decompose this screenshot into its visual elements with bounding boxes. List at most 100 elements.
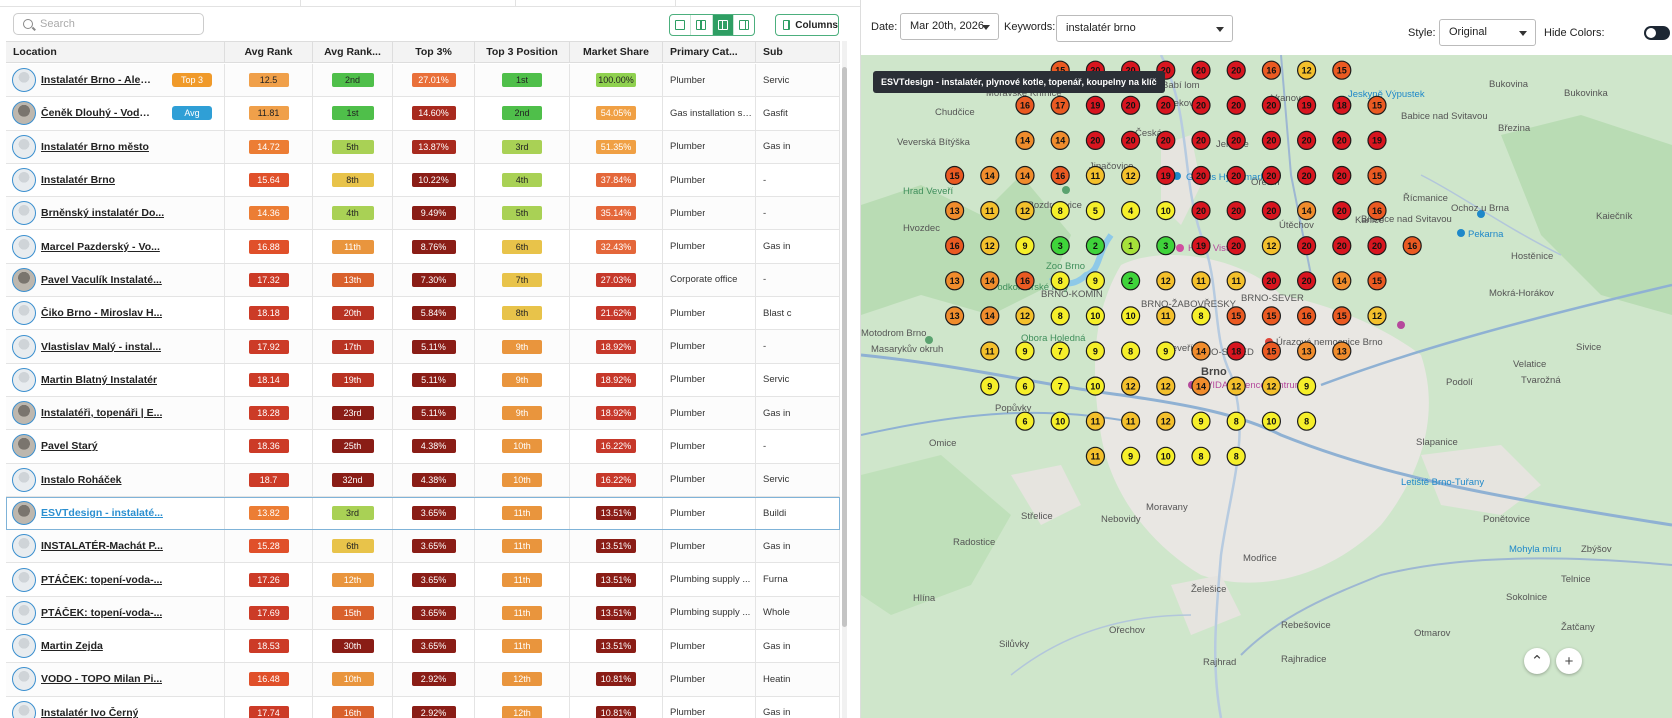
rank-pin[interactable]: 14	[980, 271, 1000, 291]
rank-pin[interactable]: 10	[1156, 201, 1176, 221]
rank-pin[interactable]: 2	[1121, 271, 1141, 291]
rank-pin[interactable]: 8	[1050, 271, 1070, 291]
column-header[interactable]: Avg Rank...	[313, 42, 393, 62]
rank-pin[interactable]: 12	[1121, 376, 1141, 396]
rank-pin[interactable]: 20	[1226, 60, 1246, 80]
rank-pin[interactable]: 20	[1085, 130, 1105, 151]
rank-pin[interactable]: 9	[1121, 446, 1141, 466]
rank-pin[interactable]: 15	[1367, 165, 1387, 186]
view-map-button[interactable]	[734, 15, 754, 35]
map-zoom-in-button[interactable]: +	[1556, 648, 1582, 674]
location-link[interactable]: Pavel Starý	[41, 440, 98, 453]
table-row[interactable]: Martin Zejda 18.53 30th 3.65% 11th 13.51% Plum…	[6, 630, 840, 664]
rank-pin[interactable]: 20	[1226, 201, 1246, 221]
column-header[interactable]: Avg Rank	[225, 42, 313, 62]
rank-pin[interactable]: 20	[1156, 95, 1176, 115]
rank-pin[interactable]: 12	[1297, 60, 1317, 80]
rank-pin[interactable]: 8	[1191, 306, 1211, 326]
location-link[interactable]: Čiko Brno - Miroslav H...	[41, 307, 163, 320]
columns-button[interactable]: Columns	[775, 14, 839, 36]
rank-pin[interactable]: 11	[1226, 271, 1246, 291]
rank-pin[interactable]: 8	[1191, 446, 1211, 466]
rank-pin[interactable]: 9	[980, 376, 1000, 396]
rank-pin[interactable]: 15	[1367, 95, 1387, 115]
rank-pin[interactable]: 18	[1226, 341, 1246, 361]
rank-pin[interactable]: 12	[1015, 306, 1035, 326]
table-row[interactable]: Instalatér Brno 15.64 8th 10.22% 4th 37.84% Pl…	[6, 163, 840, 198]
date-picker[interactable]: Mar 20th, 2026	[900, 13, 999, 40]
table-row[interactable]: Čeněk Dlouhý - Voda T... Avg 11.81 1st 14.60…	[6, 97, 840, 131]
rank-pin[interactable]: 3	[1156, 236, 1176, 256]
column-header[interactable]: Primary Cat...	[663, 42, 756, 62]
rank-pin[interactable]: 10	[1050, 411, 1070, 431]
rank-pin[interactable]: 20	[1226, 130, 1246, 151]
table-row[interactable]: INSTALATÉR-Machát P... 15.28 6th 3.65% 11th 1…	[6, 530, 840, 564]
table-row[interactable]: Instalatéři, topenáři | E... 18.28 23rd 5.1…	[6, 396, 840, 431]
rank-pin[interactable]: 20	[1261, 130, 1281, 151]
rank-pin[interactable]: 19	[1156, 165, 1176, 186]
rank-pin[interactable]: 8	[1297, 411, 1317, 431]
rank-pin[interactable]: 13	[944, 271, 965, 291]
rank-pin[interactable]: 4	[1121, 201, 1141, 221]
rank-pin[interactable]: 12	[1261, 376, 1281, 396]
location-link[interactable]: Instalatér Ivo Černý	[41, 706, 139, 718]
rank-pin[interactable]: 19	[1297, 95, 1317, 115]
location-link[interactable]: PTÁČEK: topení-voda-...	[41, 606, 163, 619]
rank-pin[interactable]: 9	[1085, 341, 1105, 361]
table-scrollbar-thumb[interactable]	[842, 67, 847, 627]
column-header[interactable]: Sub	[756, 42, 840, 62]
table-row[interactable]: Pavel Vaculík Instalaté... 17.32 13th 7.30%…	[6, 263, 840, 298]
table-row[interactable]: Čiko Brno - Miroslav H... 18.18 20th 5.84% 8…	[6, 297, 840, 331]
location-link[interactable]: PTÁČEK: topení-voda-...	[41, 573, 163, 586]
rank-pin[interactable]: 20	[1191, 165, 1211, 186]
view-split-button[interactable]	[712, 15, 734, 35]
rank-pin[interactable]: 20	[1191, 201, 1211, 221]
rank-pin[interactable]: 14	[1015, 130, 1035, 151]
location-link[interactable]: Čeněk Dlouhý - Voda T...	[41, 107, 153, 120]
search-box[interactable]	[13, 13, 204, 35]
rank-pin[interactable]: 11	[1121, 411, 1141, 431]
rank-pin[interactable]: 20	[1261, 165, 1281, 186]
rank-pin[interactable]: 2	[1085, 236, 1105, 256]
rank-pin[interactable]: 20	[1191, 130, 1211, 151]
rank-pin[interactable]: 20	[1332, 165, 1352, 186]
rank-pin[interactable]: 20	[1261, 201, 1281, 221]
rank-pin[interactable]: 20	[1261, 95, 1281, 115]
location-link[interactable]: Instalatér Brno město	[41, 140, 149, 153]
table-row[interactable]: Instalatér Ivo Černý 17.74 16th 2.92% 12th 10…	[6, 696, 840, 718]
rank-pin[interactable]: 20	[1226, 165, 1246, 186]
rank-pin[interactable]: 18	[1332, 95, 1352, 115]
rank-pin[interactable]: 15	[944, 165, 965, 186]
column-header[interactable]: Location	[6, 42, 225, 62]
rank-pin[interactable]: 16	[1261, 60, 1281, 80]
rank-pin[interactable]: 7	[1050, 341, 1070, 361]
rank-pin[interactable]: 20	[1226, 236, 1246, 256]
rank-pin[interactable]: 20	[1156, 130, 1176, 151]
rank-pin[interactable]: 13	[944, 306, 965, 326]
rank-pin[interactable]: 20	[1332, 201, 1352, 221]
rank-pin[interactable]: 19	[1085, 95, 1105, 115]
rank-pin[interactable]: 14	[1050, 130, 1070, 151]
rank-pin[interactable]: 14	[980, 306, 1000, 326]
rank-pin[interactable]: 15	[1226, 306, 1246, 326]
table-row[interactable]: Instalatér Brno - Aleš ... Top 3 12.5 2nd 27…	[6, 64, 840, 98]
rank-pin[interactable]: 20	[1297, 236, 1317, 256]
rank-pin[interactable]: 9	[1191, 411, 1211, 431]
rank-pin[interactable]: 14	[1191, 341, 1211, 361]
rank-pin[interactable]: 12	[1367, 306, 1387, 326]
rank-pin[interactable]: 8	[1050, 306, 1070, 326]
table-row[interactable]: ESVTdesign - instalaté... 13.82 3rd 3.65% 11…	[6, 496, 840, 531]
rank-pin[interactable]: 16	[1050, 165, 1070, 186]
rank-pin[interactable]: 20	[1191, 60, 1211, 80]
rank-pin[interactable]: 6	[1015, 411, 1035, 431]
rank-pin[interactable]: 20	[1297, 130, 1317, 151]
rank-pin[interactable]: 20	[1367, 236, 1387, 256]
rank-pin[interactable]: 19	[1367, 130, 1387, 151]
rank-pin[interactable]: 11	[1085, 446, 1105, 466]
rank-pin[interactable]: 17	[1050, 95, 1070, 115]
rank-pin[interactable]: 12	[1156, 271, 1176, 291]
rank-pin[interactable]: 14	[1015, 165, 1035, 186]
column-header[interactable]: Top 3 Position	[475, 42, 570, 62]
rank-pin[interactable]: 16	[1367, 201, 1387, 221]
rank-pin[interactable]: 16	[1402, 236, 1422, 256]
